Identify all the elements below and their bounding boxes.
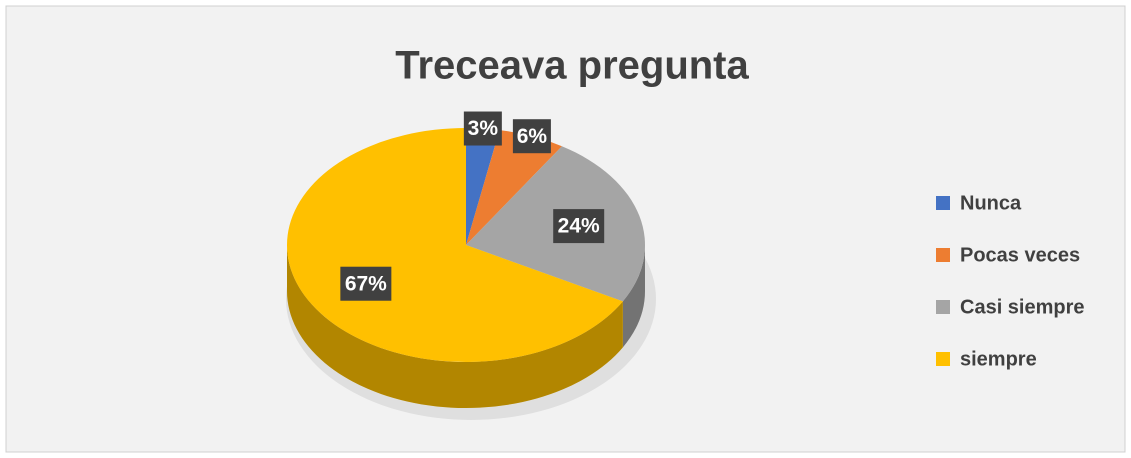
slice	[286, 128, 623, 362]
data-label-box	[340, 266, 392, 301]
data-label-box	[512, 119, 551, 154]
slice	[466, 128, 500, 245]
legend-label: Casi siempre	[960, 296, 1085, 318]
legend-label: siempre	[960, 348, 1037, 370]
data-label-box	[553, 209, 605, 244]
legend-swatch	[936, 300, 950, 314]
data-label: 24%	[558, 215, 600, 238]
legend-swatch	[936, 352, 950, 366]
data-label: 3%	[468, 117, 499, 140]
data-label-box	[463, 111, 502, 146]
data-label: 6%	[517, 125, 548, 148]
legend-swatch	[936, 196, 950, 210]
slice-side-shade	[622, 245, 645, 348]
slice-side-shade	[287, 245, 623, 408]
slice-side	[287, 245, 623, 408]
data-label: 67%	[345, 272, 387, 295]
legend-label: Nunca	[960, 192, 1022, 214]
slice-side	[622, 245, 645, 348]
legend-label: Pocas veces	[960, 244, 1080, 266]
chart-title: Treceava pregunta	[395, 44, 749, 88]
legend-swatch	[936, 248, 950, 262]
slice	[466, 130, 562, 245]
